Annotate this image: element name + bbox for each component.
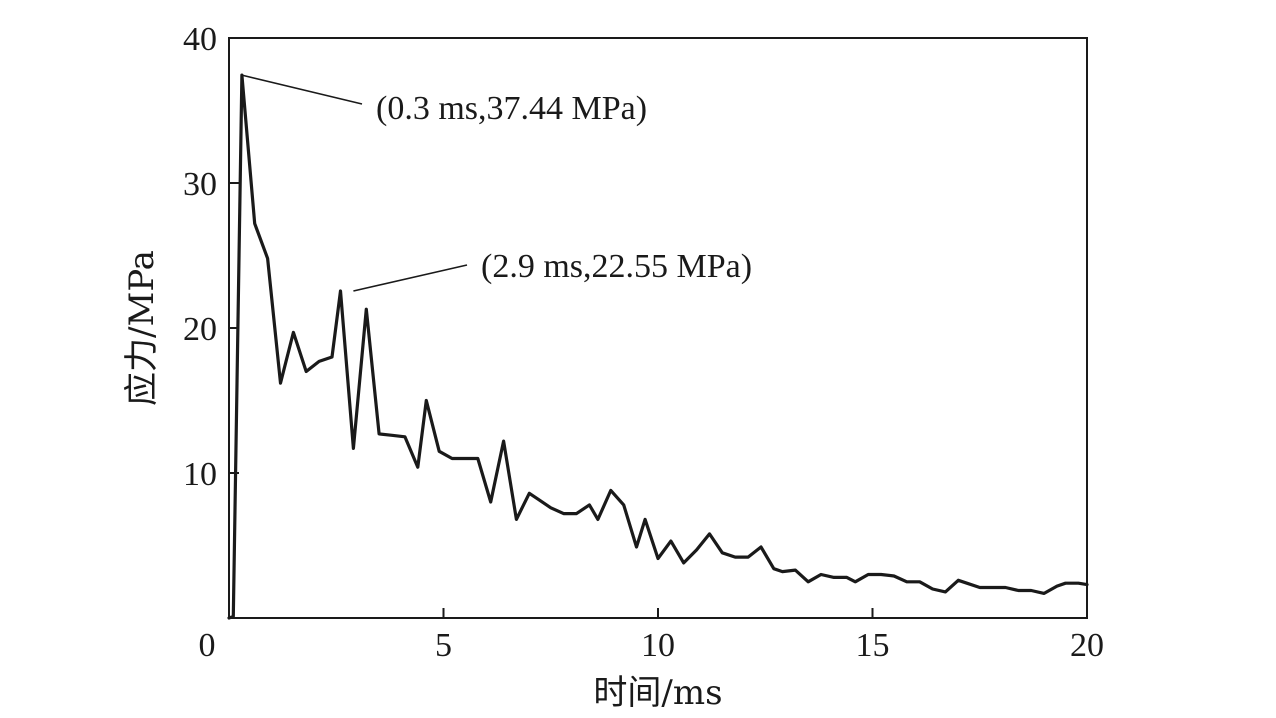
y-tick-label: 20 xyxy=(183,311,217,348)
x-axis: 5 10 15 20 xyxy=(435,608,1104,664)
plot-frame xyxy=(228,37,1088,619)
origin-label: 0 xyxy=(199,627,216,664)
y-axis: 10 20 30 40 xyxy=(183,21,239,493)
x-tick-label: 20 xyxy=(1070,627,1104,664)
annotation-leader-line xyxy=(241,74,363,105)
annotation-leader-line xyxy=(353,264,468,292)
annotation-peak-2: (2.9 ms,22.55 MPa) xyxy=(481,248,752,285)
x-tick-label: 5 xyxy=(435,627,452,664)
x-tick-label: 10 xyxy=(641,627,675,664)
y-tick-label: 40 xyxy=(183,21,217,58)
stress-series-line xyxy=(227,73,1089,620)
x-tick-label: 15 xyxy=(856,627,890,664)
y-tick-label: 10 xyxy=(183,456,217,493)
y-tick-label: 30 xyxy=(183,166,217,203)
x-axis-label: 时间/ms xyxy=(593,673,722,713)
annotation-peak-1: (0.3 ms,37.44 MPa) xyxy=(376,90,647,127)
series-layer xyxy=(227,73,1089,620)
y-axis-label: 应力/MPa xyxy=(122,250,162,406)
